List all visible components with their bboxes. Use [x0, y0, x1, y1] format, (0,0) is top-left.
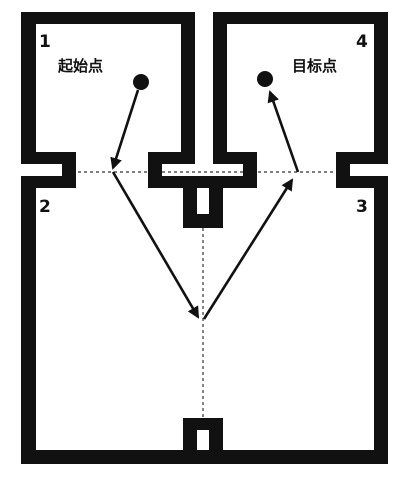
room-4-walls	[213, 12, 388, 164]
path-arrow-door-to-goal	[267, 90, 300, 173]
room-1-label: 起始点	[57, 57, 103, 75]
room-1-number: 1	[39, 32, 51, 52]
room-3-number: 3	[356, 197, 368, 217]
start-point-marker	[133, 74, 149, 90]
room-2-number: 2	[39, 197, 51, 217]
goal-point-marker	[257, 71, 273, 87]
room-1-walls	[21, 12, 195, 164]
lower-room-walls	[21, 176, 388, 464]
path-arrow-door-to-center	[111, 171, 200, 319]
path-arrow-start-to-door	[110, 89, 140, 170]
room-4-number: 4	[356, 32, 368, 52]
path-arrow-center-to-door	[202, 178, 294, 320]
room-4-label: 目标点	[292, 57, 337, 75]
